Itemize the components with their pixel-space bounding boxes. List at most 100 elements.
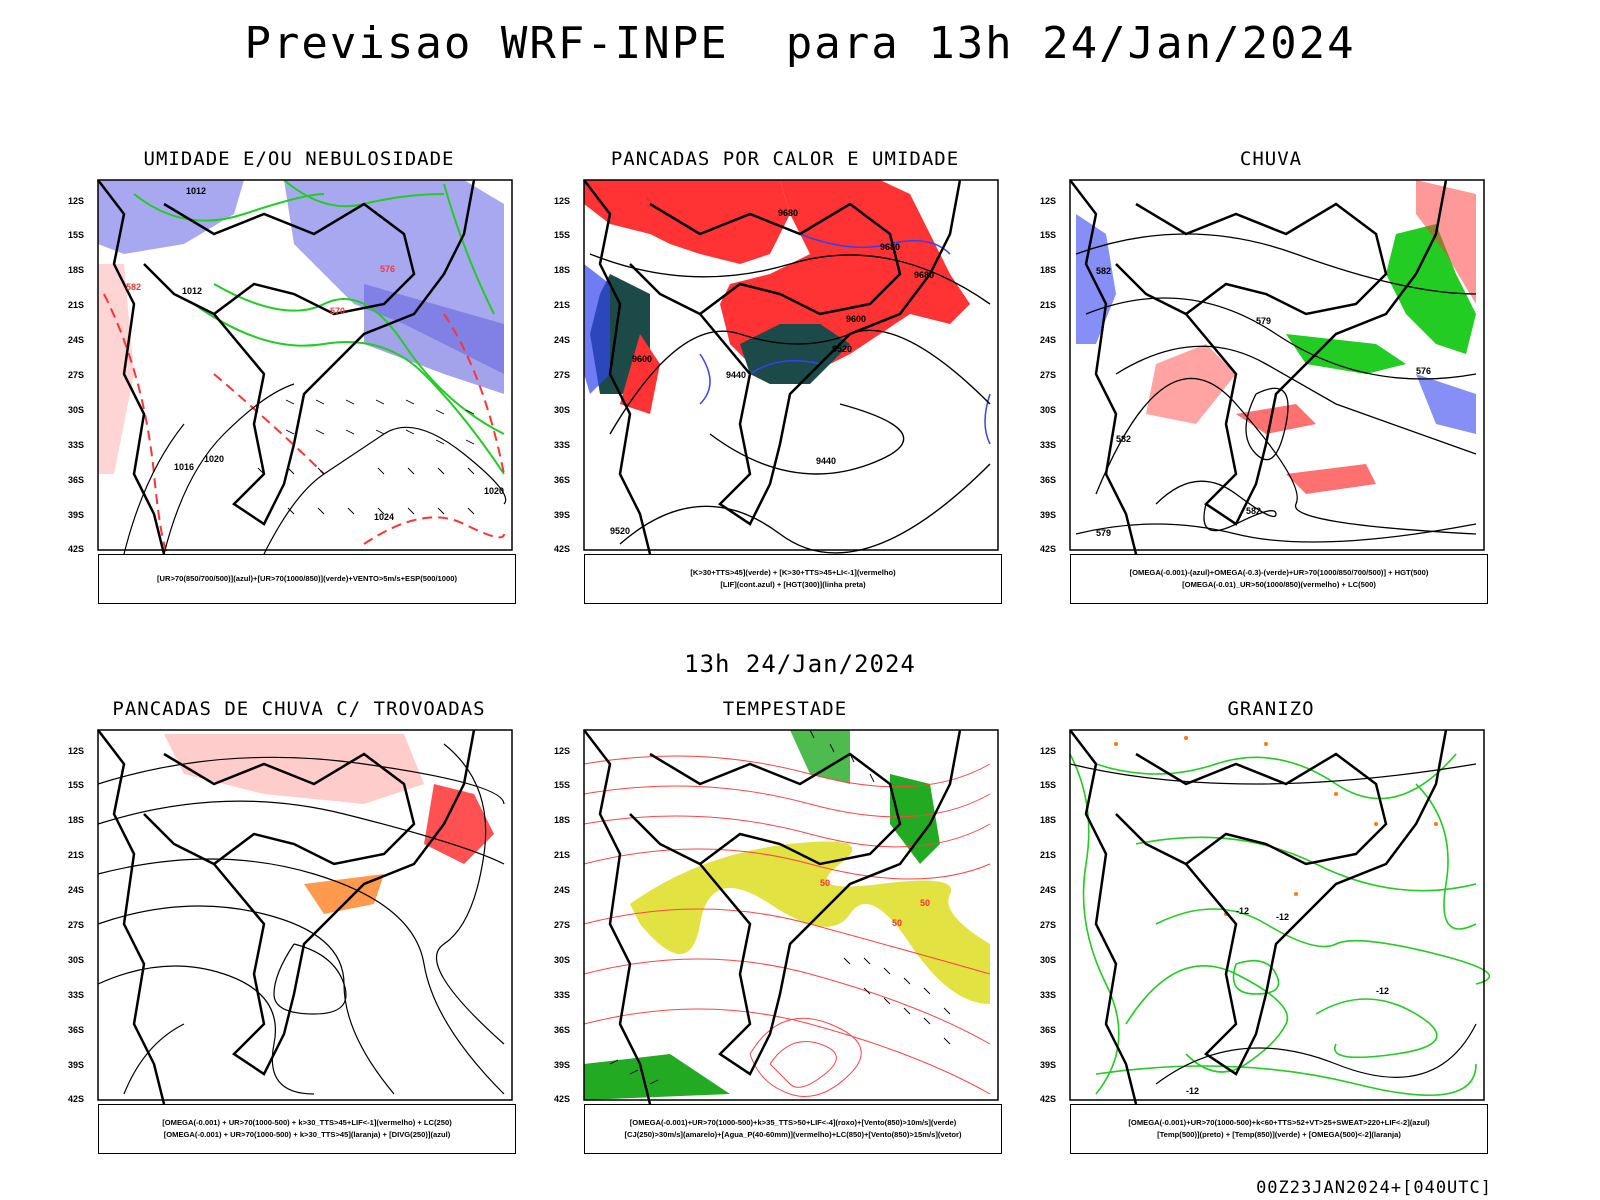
lat-axis: 12S 15S 18S 21S 24S 27S 30S 33S 36S 39S … bbox=[1040, 196, 1056, 554]
coastline bbox=[583, 179, 962, 554]
lat-label: 18S bbox=[68, 815, 84, 825]
lat-label: 15S bbox=[554, 230, 570, 240]
legend-line: [OMEGA(-0.01)_UR>50(1000/850)(vermelho) … bbox=[1182, 580, 1376, 589]
coastline bbox=[1069, 179, 1448, 554]
lat-label: 24S bbox=[68, 335, 84, 345]
lat-label: 42S bbox=[554, 1094, 570, 1104]
map-fill bbox=[164, 734, 494, 914]
lat-label: 30S bbox=[68, 955, 84, 965]
lat-axis: 12S 15S 18S 21S 24S 27S 30S 33S 36S 39S … bbox=[554, 746, 570, 1104]
contour-label: 50 bbox=[920, 898, 930, 908]
contour-label: 582 bbox=[1246, 506, 1261, 516]
lat-label: 39S bbox=[68, 510, 84, 520]
contour-labels: -12 -12 -12 -12 bbox=[1186, 906, 1389, 1096]
legend-line: [OMEGA(-0.001)+UR>70(1000-500)+k>35_TTS>… bbox=[629, 1118, 957, 1127]
panel-legend: [OMEGA(-0.001) + UR>70(1000-500) + k>30_… bbox=[98, 1104, 516, 1154]
map-chuva: 582 579 576 582 582 579 12S 15S 18S 21S … bbox=[1040, 179, 1485, 554]
lat-label: 12S bbox=[68, 196, 84, 206]
coastline bbox=[97, 729, 476, 1104]
panel-title: PANCADAS DE CHUVA C/ TROVOADAS bbox=[112, 698, 486, 720]
lat-axis: 12S 15S 18S 21S 24S 27S 30S 33S 36S 39S … bbox=[68, 196, 84, 554]
lat-label: 42S bbox=[68, 1094, 84, 1104]
panel-pancadas-calor: PANCADAS POR CALOR E UMIDADE bbox=[550, 148, 1020, 618]
contour-label: 582 bbox=[1096, 266, 1111, 276]
lat-label: 21S bbox=[68, 300, 84, 310]
lat-label: 33S bbox=[554, 990, 570, 1000]
lat-label: 18S bbox=[554, 815, 570, 825]
map-fill bbox=[1076, 180, 1476, 494]
lat-label: 27S bbox=[554, 920, 570, 930]
lat-label: 36S bbox=[68, 1025, 84, 1035]
coastline bbox=[583, 729, 962, 1104]
lat-label: 15S bbox=[1040, 780, 1056, 790]
lat-label: 18S bbox=[554, 265, 570, 275]
panel-title: TEMPESTADE bbox=[722, 698, 848, 720]
panel-tempestade: TEMPESTADE 50 50 bbox=[550, 698, 1020, 1168]
footer-run-label: 00Z23JAN2024+[040UTC] bbox=[1256, 1178, 1492, 1198]
panel-legend: [UR>70(850/700/500)](azul)+[UR>70(1000/8… bbox=[98, 554, 516, 604]
lat-label: 15S bbox=[554, 780, 570, 790]
map-umidade: 1012 1012 1016 1020 1024 1020 576 570 58… bbox=[68, 179, 513, 554]
lat-label: 42S bbox=[1040, 1094, 1056, 1104]
lat-label: 15S bbox=[1040, 230, 1056, 240]
contour-label: 50 bbox=[820, 878, 830, 888]
contour-label: 9520 bbox=[610, 526, 630, 536]
lat-axis: 12S 15S 18S 21S 24S 27S 30S 33S 36S 39S … bbox=[554, 196, 570, 554]
lat-label: 39S bbox=[554, 1060, 570, 1070]
lat-label: 21S bbox=[554, 300, 570, 310]
lat-label: 24S bbox=[1040, 335, 1056, 345]
main-title: Previsao WRF-INPE para 13h 24/Jan/2024 bbox=[244, 18, 1356, 69]
legend-line: [OMEGA(-0.001)-(azul)+OMEGA(-0.3)-(verde… bbox=[1129, 568, 1429, 577]
contour-labels: 582 579 576 582 582 579 bbox=[1096, 266, 1431, 538]
lat-label: 18S bbox=[1040, 265, 1056, 275]
lat-label: 12S bbox=[68, 746, 84, 756]
lat-label: 36S bbox=[1040, 1025, 1056, 1035]
contour-label: 9600 bbox=[632, 354, 652, 364]
panel-title: GRANIZO bbox=[1227, 698, 1315, 720]
lat-label: 39S bbox=[68, 1060, 84, 1070]
lat-label: 15S bbox=[68, 780, 84, 790]
legend-line: [OMEGA(-0.001) + UR>70(1000-500) + k>30_… bbox=[163, 1130, 451, 1139]
lat-label: 36S bbox=[554, 1025, 570, 1035]
panel-umidade: UMIDADE E/OU NEBULOSIDADE bbox=[64, 148, 534, 618]
lat-label: 21S bbox=[1040, 300, 1056, 310]
lat-label: 15S bbox=[68, 230, 84, 240]
lat-label: 33S bbox=[68, 440, 84, 450]
panel-title: PANCADAS POR CALOR E UMIDADE bbox=[610, 148, 960, 170]
legend-line: [CJ(250)>30m/s](amarelo)+[Agua_P(40-60mm… bbox=[624, 1130, 962, 1139]
legend-line: [OMEGA(-0.001)+UR>70(1000-500)+k<60+TTS>… bbox=[1128, 1118, 1430, 1127]
lat-label: 42S bbox=[554, 544, 570, 554]
legend-line: [UR>70(850/700/500)](azul)+[UR>70(1000/8… bbox=[157, 574, 457, 583]
contour-label: -12 bbox=[1376, 986, 1389, 996]
contour-label: 9520 bbox=[832, 344, 852, 354]
lat-label: 18S bbox=[1040, 815, 1056, 825]
contour-label: 570 bbox=[330, 306, 345, 316]
map-tempestade: 50 50 50 12S 15S 18S 21S 24S 27S 30S 33S… bbox=[554, 729, 999, 1104]
lat-label: 27S bbox=[1040, 920, 1056, 930]
lat-label: 12S bbox=[1040, 196, 1056, 206]
lat-label: 12S bbox=[554, 746, 570, 756]
panel-pancadas-trovoadas: PANCADAS DE CHUVA C/ TROVOADAS 12S 15S 1… bbox=[64, 698, 534, 1168]
contour-label: 582 bbox=[1116, 434, 1131, 444]
contour-label: 9440 bbox=[816, 456, 836, 466]
contour-label: 576 bbox=[1416, 366, 1431, 376]
lat-label: 24S bbox=[554, 335, 570, 345]
panel-granizo: GRANIZO -12 -12 bbox=[1036, 698, 1506, 1168]
panel-legend: [OMEGA(-0.001)-(azul)+OMEGA(-0.3)-(verde… bbox=[1070, 554, 1488, 604]
coastline bbox=[97, 179, 476, 554]
lat-label: 12S bbox=[1040, 746, 1056, 756]
contour-label: 9680 bbox=[880, 242, 900, 252]
lat-axis: 12S 15S 18S 21S 24S 27S 30S 33S 36S 39S … bbox=[1040, 746, 1056, 1104]
contour-labels: 1012 1012 1016 1020 1024 1020 576 570 58… bbox=[126, 186, 504, 522]
lat-label: 30S bbox=[554, 955, 570, 965]
lat-label: 30S bbox=[1040, 405, 1056, 415]
legend-line: [Temp(500)](preto) + [Temp(850)](verde) … bbox=[1157, 1130, 1401, 1139]
lat-label: 30S bbox=[68, 405, 84, 415]
lat-label: 21S bbox=[554, 850, 570, 860]
lat-label: 42S bbox=[68, 544, 84, 554]
panel-chuva: CHUVA 582 579 bbox=[1036, 148, 1506, 618]
contour-label: 50 bbox=[892, 918, 902, 928]
lat-label: 24S bbox=[1040, 885, 1056, 895]
panel-legend: [K>30+TTS>45](verde) + [K>30+TTS>45+LI<-… bbox=[584, 554, 1002, 604]
lat-label: 36S bbox=[1040, 475, 1056, 485]
